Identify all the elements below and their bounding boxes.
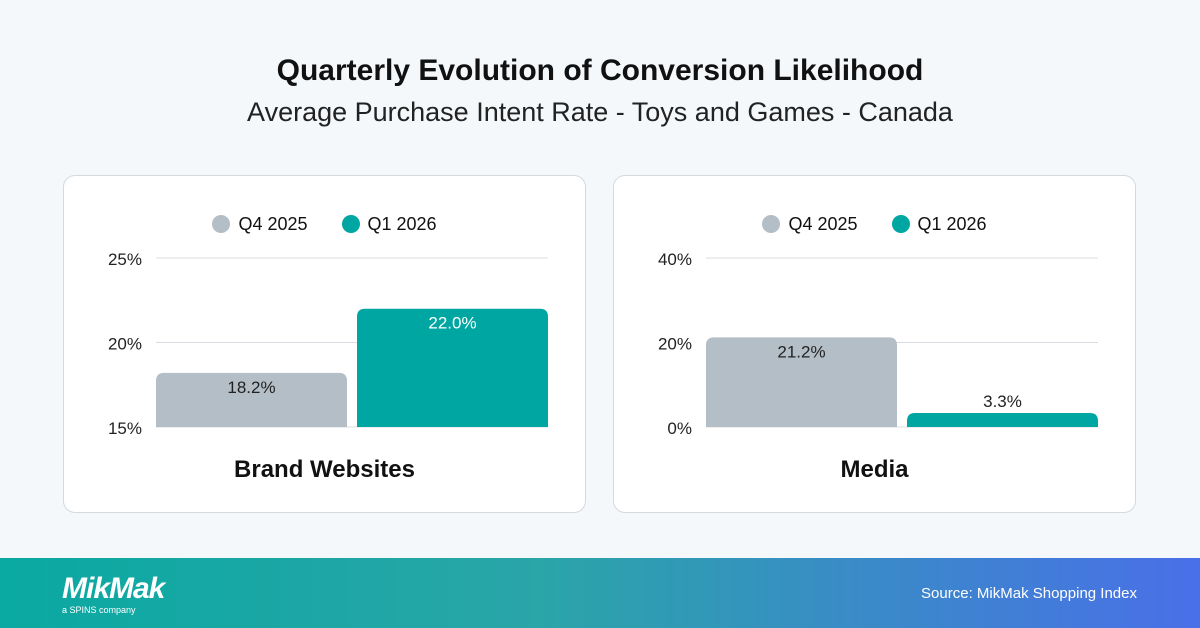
legend-item-q1-2026: Q1 2026 bbox=[891, 214, 987, 235]
source-note: Source: MikMak Shopping Index bbox=[921, 585, 1137, 602]
legend-label: Q1 2026 bbox=[917, 214, 987, 234]
legend-label: Q4 2025 bbox=[788, 214, 858, 234]
y-tick-label: 25% bbox=[108, 250, 142, 269]
y-tick-label: 0% bbox=[667, 419, 692, 438]
legend-label: Q4 2025 bbox=[238, 214, 308, 234]
logo-tagline: a SPINS company bbox=[62, 605, 136, 615]
chart-card-media: Q4 2025 Q1 2026 0% 20% 40% 21.2% 3.3% Media bbox=[613, 175, 1136, 513]
y-tick-label: 20% bbox=[108, 335, 142, 354]
bar-q1-2026 bbox=[907, 413, 1098, 427]
legend-swatch bbox=[891, 215, 910, 233]
y-tick-label: 20% bbox=[658, 335, 692, 354]
legend-swatch bbox=[212, 215, 231, 233]
y-tick-label: 15% bbox=[108, 419, 142, 438]
legend: Q4 2025 Q1 2026 bbox=[614, 214, 1135, 235]
legend-item-q1-2026: Q1 2026 bbox=[341, 214, 437, 235]
plot-area: 15% 20% 25% 18.2% 22.0% bbox=[108, 250, 548, 438]
legend-swatch bbox=[762, 215, 781, 233]
bar-q4-2025 bbox=[706, 337, 897, 427]
chart-title: Media bbox=[840, 456, 909, 483]
mikmak-logo: MikMak bbox=[62, 572, 165, 605]
legend-swatch bbox=[341, 215, 360, 233]
plot-area: 0% 20% 40% 21.2% 3.3% bbox=[658, 250, 1098, 438]
legend-item-q4-2025: Q4 2025 bbox=[212, 214, 308, 235]
bar-q4-2025 bbox=[156, 372, 347, 427]
data-label: 3.3% bbox=[983, 392, 1022, 411]
bar-q1-2026 bbox=[357, 308, 548, 427]
page-title: Quarterly Evolution of Conversion Likeli… bbox=[276, 54, 924, 87]
data-label: 22.0% bbox=[428, 314, 476, 333]
chart-card-brand-websites: Q4 2025 Q1 2026 15% 20% 25% 18.2% 22.0% Bran… bbox=[63, 175, 586, 513]
page-subtitle: Average Purchase Intent Rate - Toys and … bbox=[247, 97, 953, 127]
legend-label: Q1 2026 bbox=[367, 214, 437, 234]
y-tick-label: 40% bbox=[658, 250, 692, 269]
data-label: 21.2% bbox=[777, 342, 825, 361]
legend: Q4 2025 Q1 2026 bbox=[64, 214, 585, 235]
legend-item-q4-2025: Q4 2025 bbox=[762, 214, 858, 235]
chart-title: Brand Websites bbox=[234, 456, 415, 483]
footer: MikMak a SPINS company Source: MikMak Sh… bbox=[0, 558, 1200, 628]
data-label: 18.2% bbox=[227, 378, 275, 397]
